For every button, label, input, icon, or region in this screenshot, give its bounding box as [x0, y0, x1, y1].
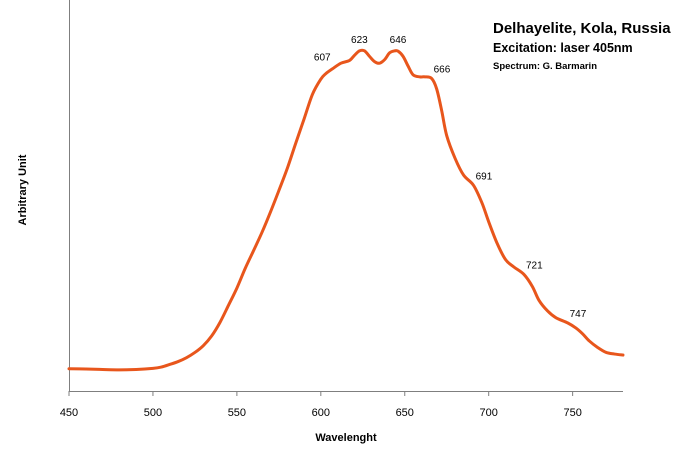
- y-axis-label: Arbitrary Unit: [17, 154, 29, 225]
- x-tick-label: 600: [312, 407, 330, 419]
- chart-credit: Spectrum: G. Barmarin: [493, 61, 597, 72]
- x-tick-label: 550: [228, 407, 246, 419]
- peak-label: 646: [390, 35, 407, 46]
- x-axis-label: Wavelenght: [315, 432, 377, 444]
- peak-label: 721: [526, 260, 543, 271]
- peak-label: 691: [476, 171, 493, 182]
- peak-label-group: 607 623 646 666 691 721 747: [314, 35, 587, 320]
- peak-label: 623: [351, 35, 368, 46]
- x-tick-label: 500: [144, 407, 162, 419]
- x-tick-label: 450: [60, 407, 78, 419]
- x-tick-label: 750: [563, 407, 581, 419]
- peak-label: 747: [570, 309, 587, 320]
- chart-subtitle: Excitation: laser 405nm: [493, 41, 633, 55]
- x-tick-group: 450 500 550 600 650 700 750: [60, 391, 582, 419]
- chart-title: Delhayelite, Kola, Russia: [493, 20, 671, 37]
- peak-label: 666: [434, 65, 451, 76]
- peak-label: 607: [314, 53, 331, 64]
- series-group: [67, 48, 625, 372]
- spectrum-line: [67, 48, 625, 372]
- x-tick-label: 650: [396, 407, 414, 419]
- x-tick-label: 700: [480, 407, 498, 419]
